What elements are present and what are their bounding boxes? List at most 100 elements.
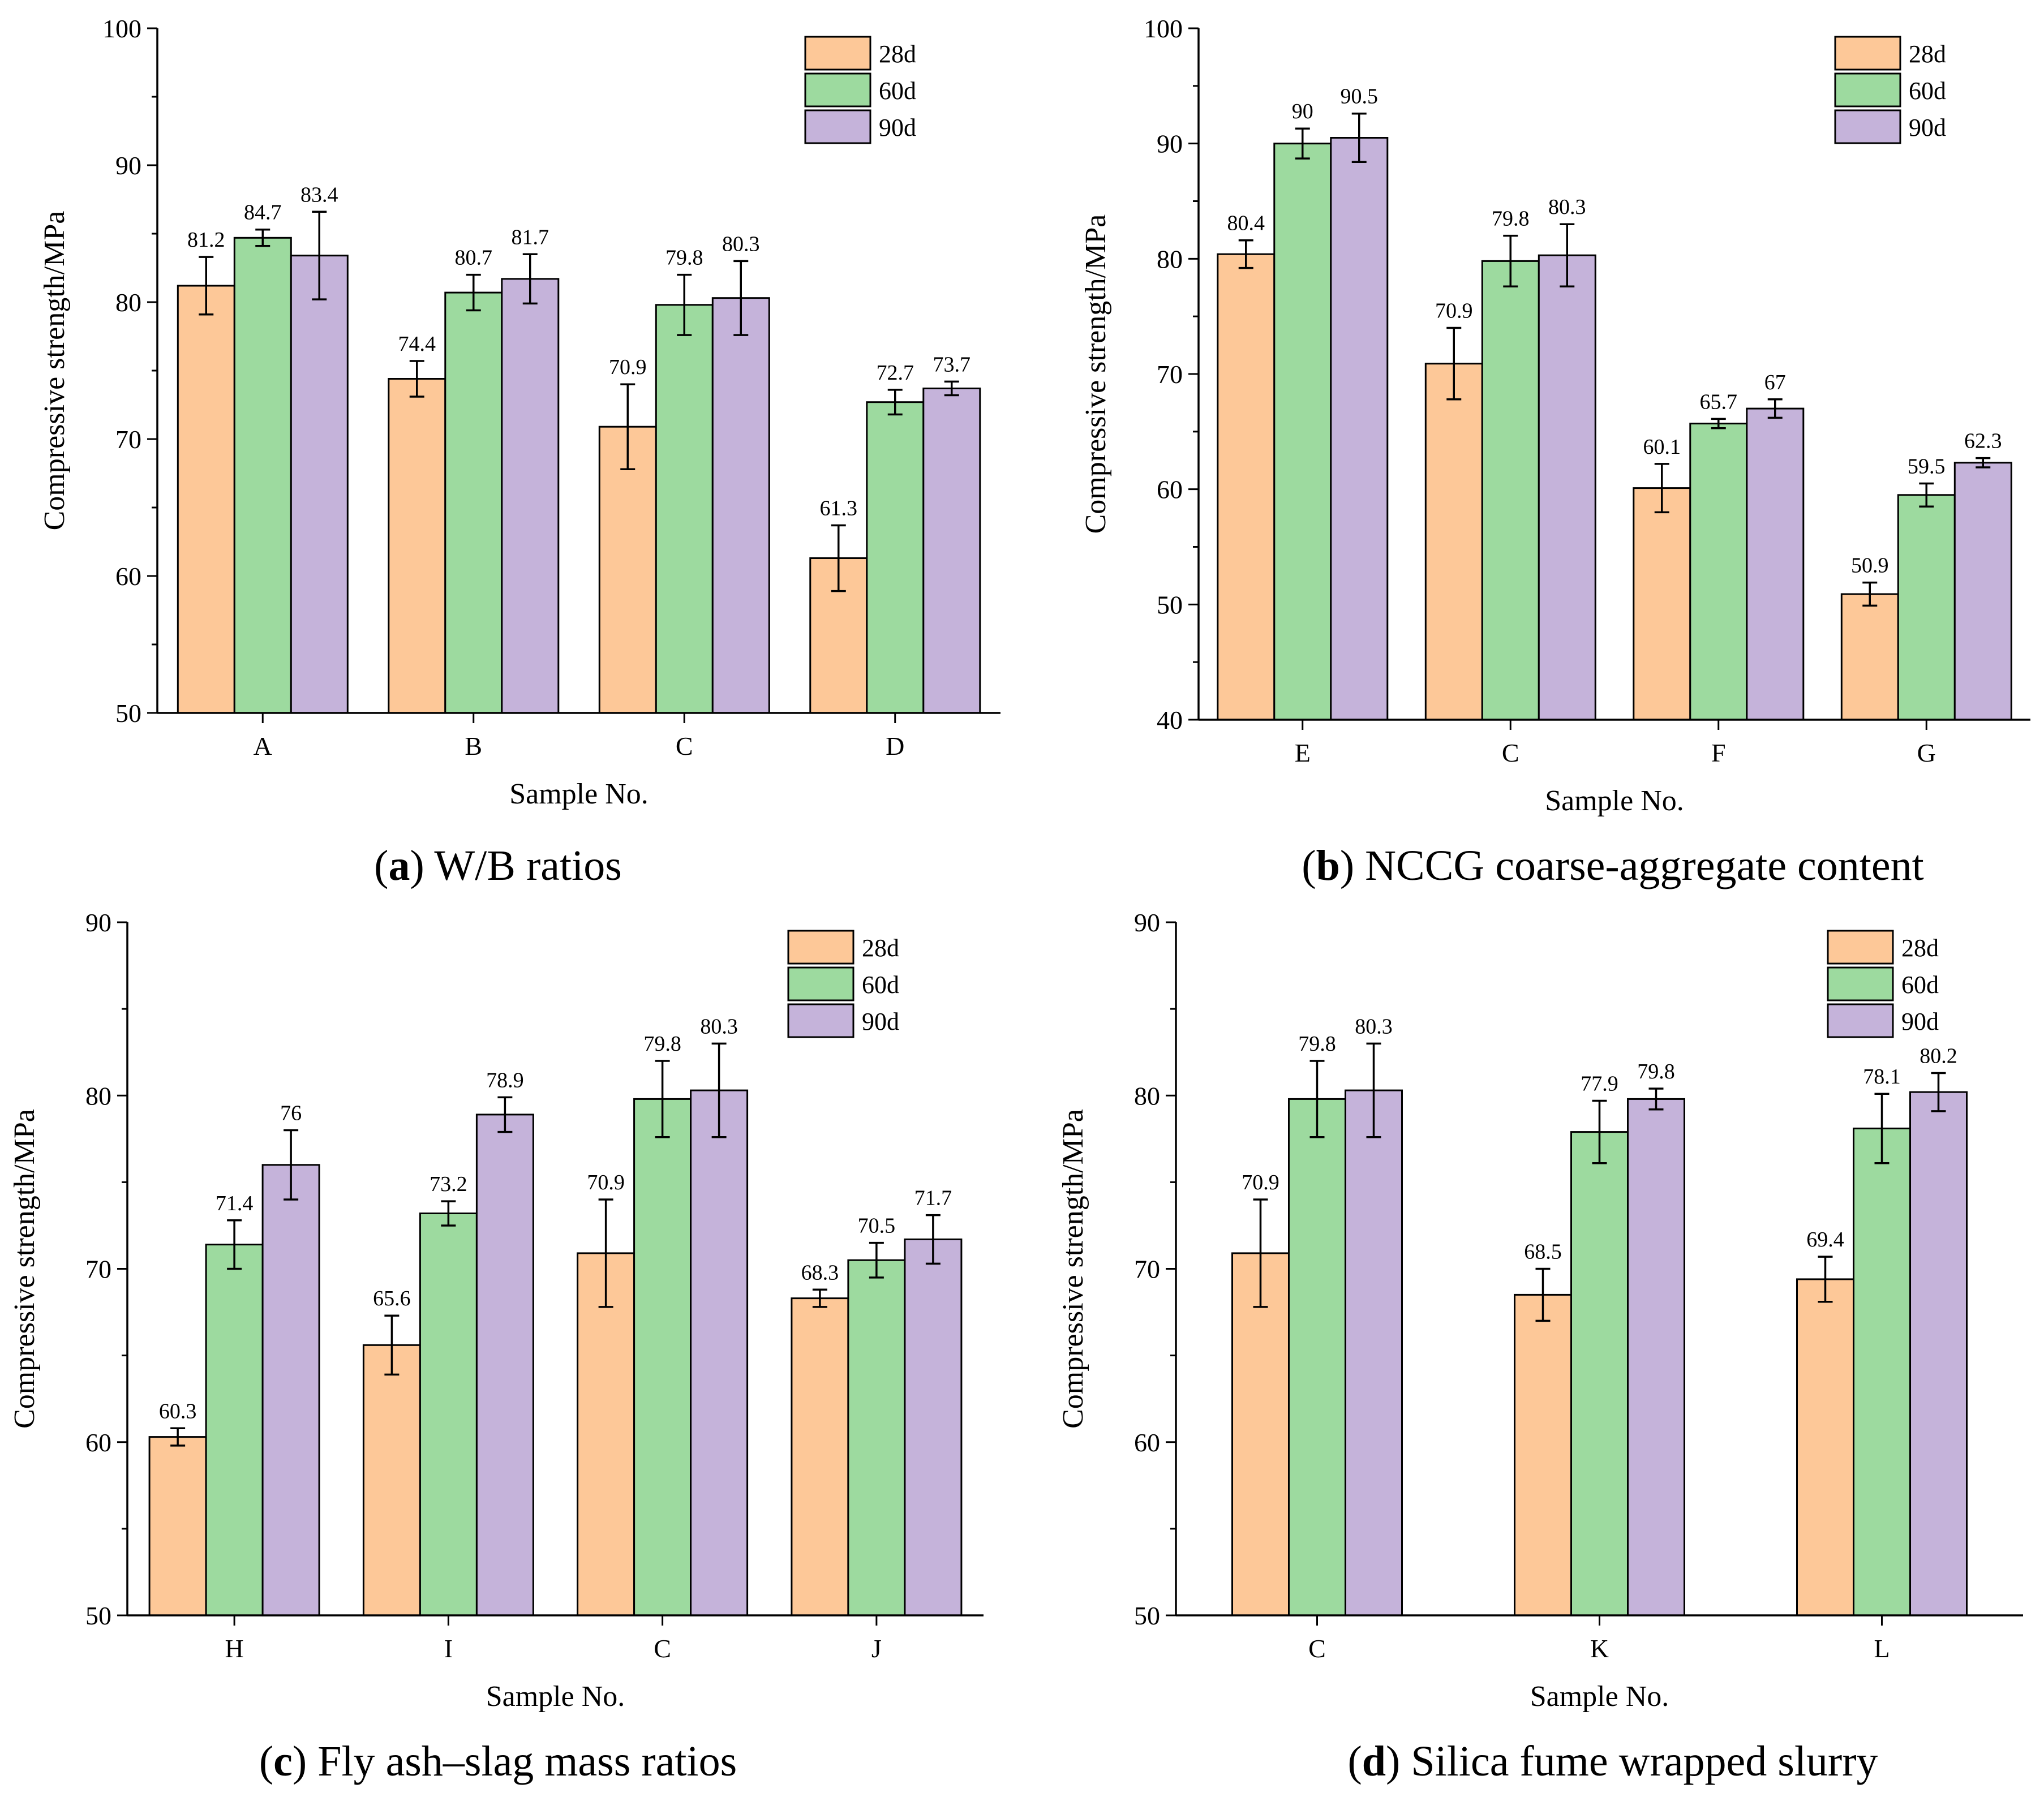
bar-d-C-60d [1288, 1098, 1346, 1617]
legend-swatch-b-28d [1834, 36, 1901, 71]
bar-c-C-60d [633, 1098, 692, 1617]
bar-a-B-28d [388, 378, 446, 714]
y-tick-label-d: 60 [1134, 1428, 1160, 1457]
legend-swatch-b-60d [1834, 72, 1901, 108]
value-label-a-A-60d: 84.7 [244, 201, 282, 225]
bar-d-K-28d [1514, 1293, 1572, 1617]
bar-a-A-60d [233, 237, 292, 714]
value-label-c-I-90d: 78.9 [486, 1068, 524, 1092]
x-axis-title-b: Sample No. [1545, 785, 1684, 817]
legend-label-b-90d: 90d [1909, 114, 1946, 141]
caption-close-paren-a: ) [410, 842, 424, 889]
y-tick-label-b: 100 [1144, 14, 1183, 43]
bar-a-A-28d [177, 285, 235, 714]
x-tick-label-b: G [1917, 738, 1936, 767]
value-label-b-C-90d: 80.3 [1548, 195, 1586, 219]
y-axis-title-c: Compressive strength/MPa [8, 1109, 41, 1429]
y-tick-label-a: 70 [115, 425, 141, 454]
value-label-c-C-90d: 80.3 [700, 1014, 738, 1038]
value-label-b-C-60d: 79.8 [1492, 207, 1530, 231]
caption-close-paren-b: ) [1340, 842, 1354, 889]
value-label-b-F-60d: 65.7 [1700, 390, 1738, 414]
x-tick-label-a: C [676, 732, 693, 760]
bar-d-L-60d [1853, 1127, 1911, 1617]
bar-d-C-90d [1345, 1089, 1403, 1617]
value-label-b-G-60d: 59.5 [1908, 454, 1946, 478]
y-tick-label-b: 60 [1157, 475, 1183, 504]
value-label-d-K-90d: 79.8 [1637, 1060, 1675, 1084]
value-label-c-C-60d: 79.8 [643, 1032, 681, 1056]
caption-open-paren-c: ( [259, 1738, 273, 1785]
y-tick-label-a: 80 [115, 288, 141, 317]
x-tick-label-b: E [1295, 738, 1311, 767]
bar-a-C-90d [711, 297, 770, 714]
bar-c-C-90d [690, 1089, 749, 1617]
y-tick-label-d: 80 [1134, 1081, 1160, 1110]
y-tick-label-b: 80 [1157, 244, 1183, 273]
legend-swatch-d-60d [1827, 966, 1894, 1001]
y-tick-label-c: 50 [85, 1601, 111, 1630]
x-axis-title-d: Sample No. [1530, 1680, 1669, 1713]
legend-label-a-28d: 28d [879, 40, 916, 68]
bar-c-J-28d [791, 1297, 849, 1617]
x-tick-label-b: F [1711, 738, 1726, 767]
x-tick-label-c: H [225, 1634, 244, 1663]
legend-label-d-90d: 90d [1901, 1008, 1939, 1035]
value-label-c-J-90d: 71.7 [914, 1186, 952, 1210]
value-label-b-E-90d: 90.5 [1341, 85, 1379, 109]
x-tick-label-b: C [1502, 738, 1519, 767]
bar-c-H-90d [261, 1164, 320, 1617]
value-label-c-J-60d: 70.5 [858, 1214, 896, 1238]
legend-label-d-60d: 60d [1901, 971, 1939, 999]
chart-b: 80.4 70.9 60.1 50.9 90 79.8 65.7 59.5 90.5 80.3 67… [1080, 14, 2030, 889]
value-label-d-K-28d: 68.5 [1524, 1240, 1562, 1264]
bar-b-F-28d [1633, 487, 1691, 721]
value-label-a-D-60d: 72.7 [877, 361, 914, 385]
value-label-a-C-60d: 79.8 [665, 246, 703, 270]
y-tick-label-b: 50 [1157, 590, 1183, 619]
caption-text-b: NCCG coarse-aggregate content [1354, 842, 1924, 889]
x-tick-label-d: K [1590, 1634, 1609, 1663]
caption-text-d: Silica fume wrapped slurry [1400, 1738, 1878, 1785]
caption-letter-c: c [273, 1738, 293, 1785]
bar-d-L-90d [1909, 1091, 1968, 1617]
x-tick-label-c: C [654, 1634, 671, 1663]
x-tick-label-a: D [886, 732, 904, 760]
bar-a-B-90d [501, 278, 560, 714]
value-label-c-H-60d: 71.4 [216, 1192, 254, 1215]
bar-d-L-28d [1796, 1278, 1854, 1617]
chart-d: 70.9 68.5 69.4 79.8 77.9 78.1 80.3 79.8 80.2 50 60… [1057, 908, 2023, 1785]
value-label-b-E-28d: 80.4 [1227, 212, 1265, 235]
caption-open-paren-d: ( [1347, 1738, 1362, 1785]
bar-b-F-90d [1746, 407, 1805, 721]
legend-label-d-28d: 28d [1901, 934, 1939, 962]
bar-d-K-60d [1570, 1131, 1629, 1617]
caption-close-paren-d: ) [1386, 1738, 1400, 1785]
bar-a-D-90d [922, 388, 981, 714]
bar-b-G-60d [1897, 494, 1956, 721]
x-axis-title-a: Sample No. [509, 778, 649, 810]
y-tick-label-c: 60 [85, 1428, 111, 1457]
caption-text-a: W/B ratios [424, 842, 622, 889]
value-label-c-H-28d: 60.3 [159, 1399, 197, 1423]
bar-a-A-90d [290, 255, 349, 714]
y-tick-label-b: 70 [1157, 360, 1183, 389]
chart-c: 60.3 65.6 70.9 68.3 71.4 73.2 79.8 70.5 76 78.9 80… [8, 908, 984, 1785]
bar-b-E-28d [1217, 253, 1276, 721]
legend-swatch-d-90d [1827, 1003, 1894, 1038]
legend-swatch-c-28d [787, 930, 854, 965]
bar-b-G-28d [1840, 593, 1899, 721]
bar-a-D-60d [866, 401, 925, 714]
value-label-d-C-28d: 70.9 [1242, 1171, 1279, 1194]
value-label-d-L-90d: 80.2 [1920, 1044, 1957, 1068]
y-tick-label-a: 60 [115, 562, 141, 591]
value-label-a-D-90d: 73.7 [933, 352, 971, 376]
value-label-c-J-28d: 68.3 [801, 1261, 839, 1284]
legend-swatch-a-90d [804, 109, 871, 144]
x-tick-label-a: B [465, 732, 482, 760]
caption-letter-d: d [1362, 1738, 1386, 1785]
bar-b-C-28d [1424, 363, 1483, 721]
caption-text-c: Fly ash–slag mass ratios [307, 1738, 737, 1785]
bar-c-C-28d [577, 1252, 635, 1617]
